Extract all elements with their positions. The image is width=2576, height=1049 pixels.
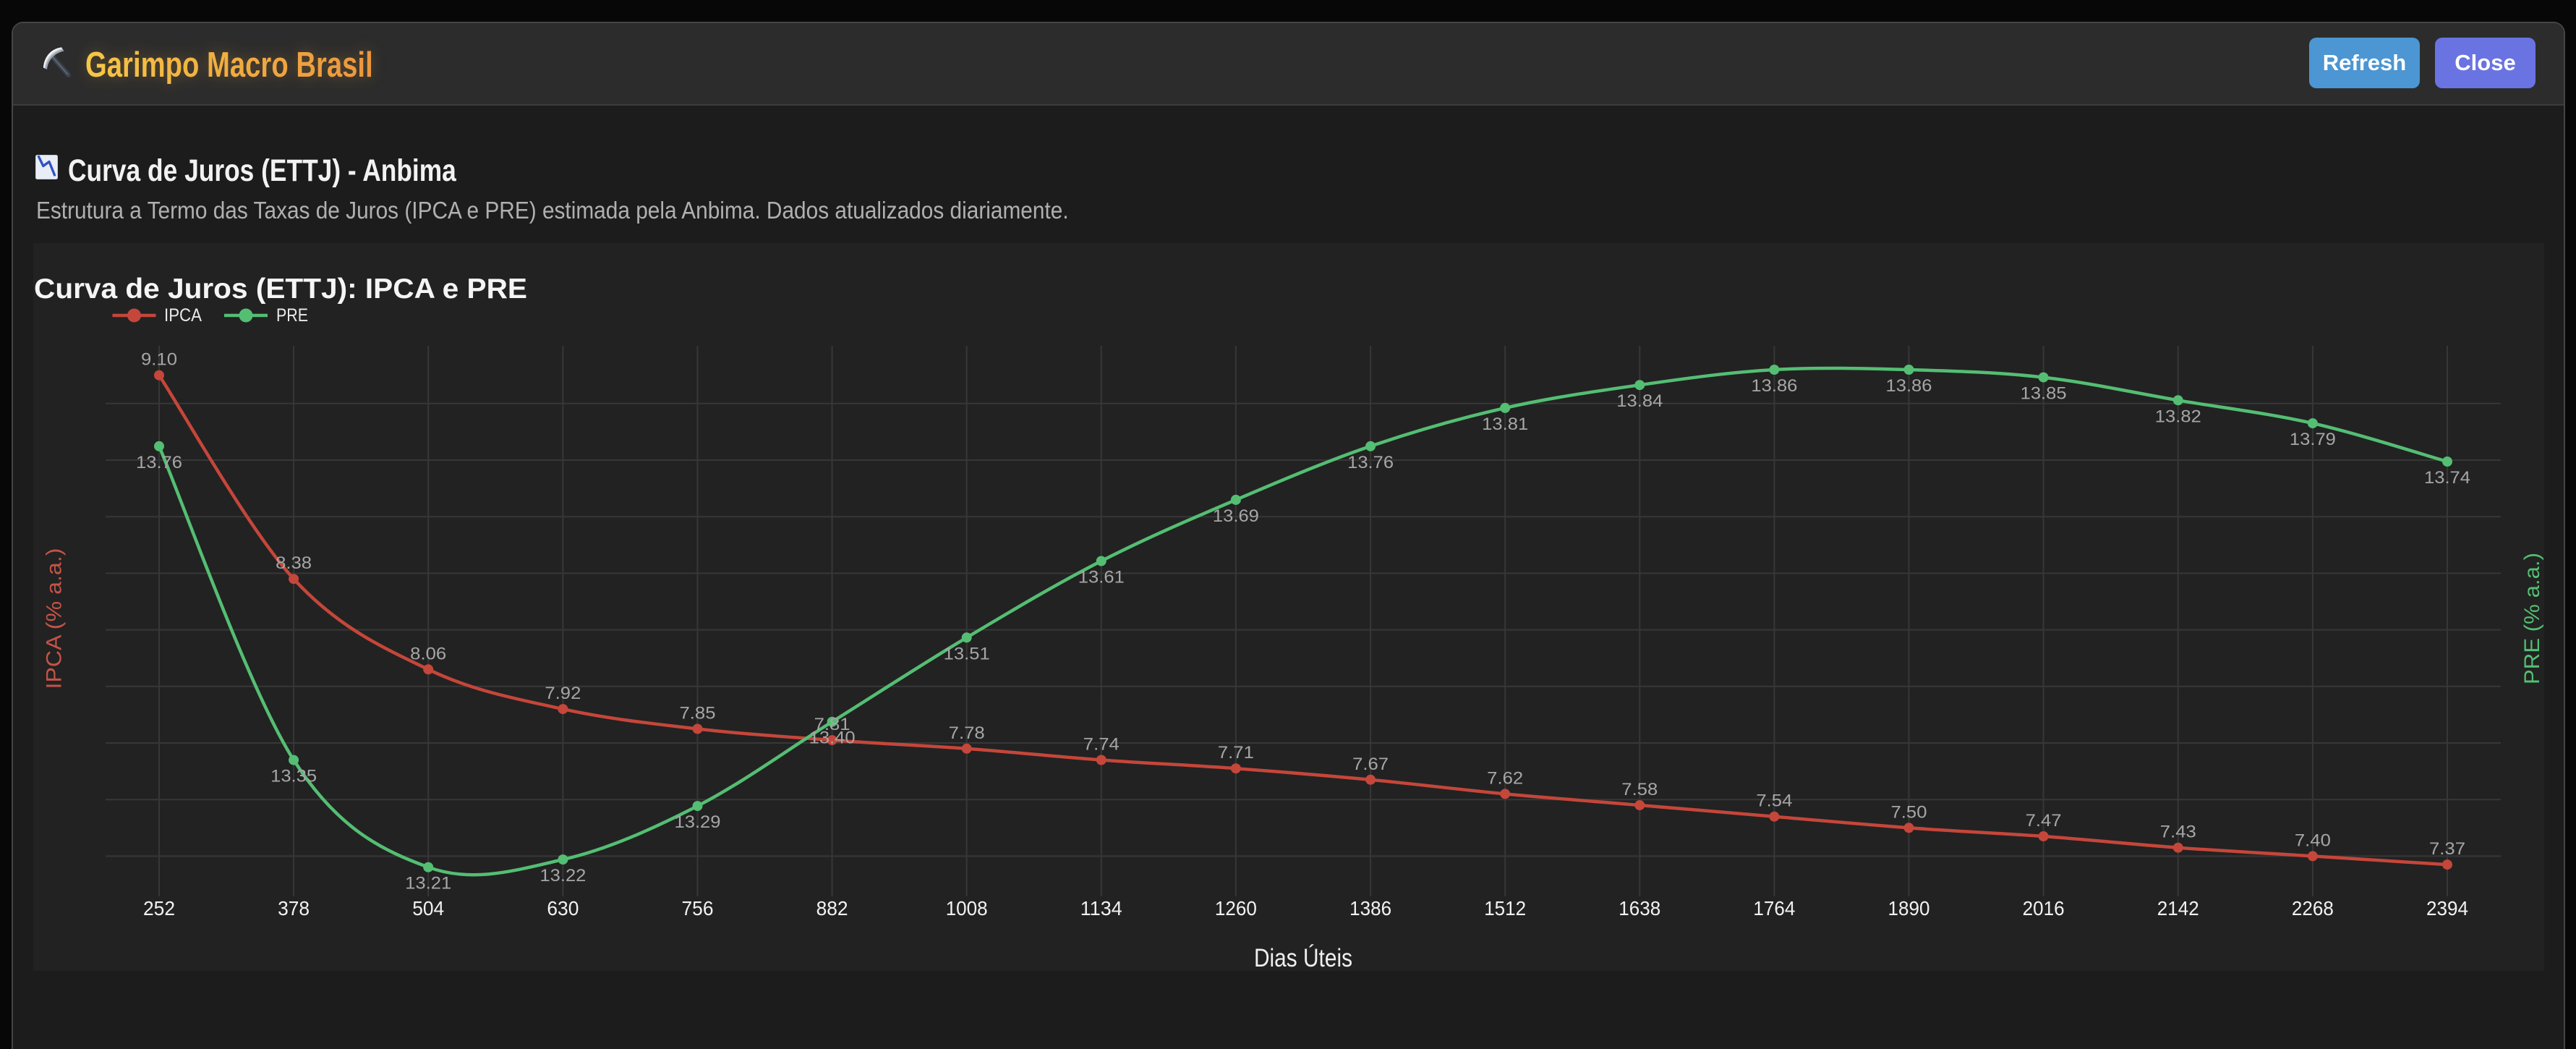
svg-text:7.81: 7.81 [814, 715, 850, 734]
svg-text:2394: 2394 [2426, 897, 2468, 920]
svg-text:13.35: 13.35 [270, 767, 317, 786]
svg-text:PRE: PRE [276, 305, 308, 326]
svg-text:756: 756 [682, 897, 714, 920]
svg-text:1386: 1386 [1349, 897, 1391, 920]
svg-text:13.84: 13.84 [1616, 391, 1663, 411]
svg-text:Curva de Juros (ETTJ): IPCA e: Curva de Juros (ETTJ): IPCA e PRE [34, 273, 527, 305]
svg-text:13.69: 13.69 [1213, 506, 1259, 526]
svg-text:13.76: 13.76 [136, 453, 182, 472]
svg-text:1890: 1890 [1888, 897, 1930, 920]
svg-text:PRE (% a.a.): PRE (% a.a.) [2520, 553, 2544, 684]
svg-text:7.37: 7.37 [2429, 839, 2465, 859]
svg-text:8.38: 8.38 [276, 553, 312, 573]
svg-text:2142: 2142 [2157, 897, 2199, 920]
svg-text:13.81: 13.81 [1482, 415, 1528, 434]
svg-text:Dias Úteis: Dias Úteis [1254, 944, 1352, 971]
svg-text:7.71: 7.71 [1218, 743, 1254, 763]
svg-text:7.92: 7.92 [545, 684, 581, 703]
svg-text:13.74: 13.74 [2424, 468, 2470, 488]
svg-text:13.22: 13.22 [539, 866, 586, 886]
svg-text:378: 378 [278, 897, 310, 920]
svg-text:630: 630 [547, 897, 579, 920]
svg-text:2016: 2016 [2023, 897, 2065, 920]
svg-text:1512: 1512 [1484, 897, 1526, 920]
svg-text:IPCA (% a.a.): IPCA (% a.a.) [43, 548, 67, 689]
svg-text:7.85: 7.85 [680, 704, 716, 723]
svg-text:7.78: 7.78 [949, 723, 985, 743]
svg-text:1764: 1764 [1753, 897, 1795, 920]
svg-text:252: 252 [143, 897, 175, 920]
svg-text:9.10: 9.10 [141, 350, 177, 370]
svg-text:13.82: 13.82 [2155, 407, 2201, 426]
svg-text:13.85: 13.85 [2021, 384, 2067, 404]
svg-text:13.86: 13.86 [1751, 376, 1797, 396]
svg-text:8.06: 8.06 [410, 644, 446, 663]
svg-text:13.51: 13.51 [944, 644, 990, 663]
svg-text:13.40: 13.40 [809, 729, 856, 748]
svg-text:7.62: 7.62 [1487, 768, 1523, 788]
svg-text:7.67: 7.67 [1352, 755, 1389, 774]
svg-text:7.47: 7.47 [2026, 811, 2062, 831]
svg-text:7.58: 7.58 [1621, 780, 1658, 799]
svg-text:1134: 1134 [1080, 897, 1122, 920]
svg-text:13.61: 13.61 [1078, 568, 1125, 587]
svg-text:504: 504 [412, 897, 444, 920]
svg-text:13.79: 13.79 [2290, 430, 2336, 449]
svg-text:IPCA: IPCA [164, 305, 202, 326]
svg-text:13.29: 13.29 [675, 812, 721, 832]
svg-text:13.76: 13.76 [1347, 453, 1394, 472]
svg-text:13.86: 13.86 [1886, 376, 1932, 396]
svg-text:7.40: 7.40 [2295, 831, 2331, 850]
svg-text:7.54: 7.54 [1756, 791, 1792, 811]
svg-text:2268: 2268 [2292, 897, 2334, 920]
svg-text:13.21: 13.21 [405, 874, 451, 893]
svg-text:7.74: 7.74 [1083, 735, 1119, 755]
svg-text:882: 882 [816, 897, 848, 920]
svg-text:1638: 1638 [1618, 897, 1660, 920]
svg-text:1008: 1008 [946, 897, 988, 920]
svg-text:7.43: 7.43 [2160, 823, 2196, 842]
svg-text:7.50: 7.50 [1891, 802, 1927, 822]
svg-text:1260: 1260 [1215, 897, 1257, 920]
